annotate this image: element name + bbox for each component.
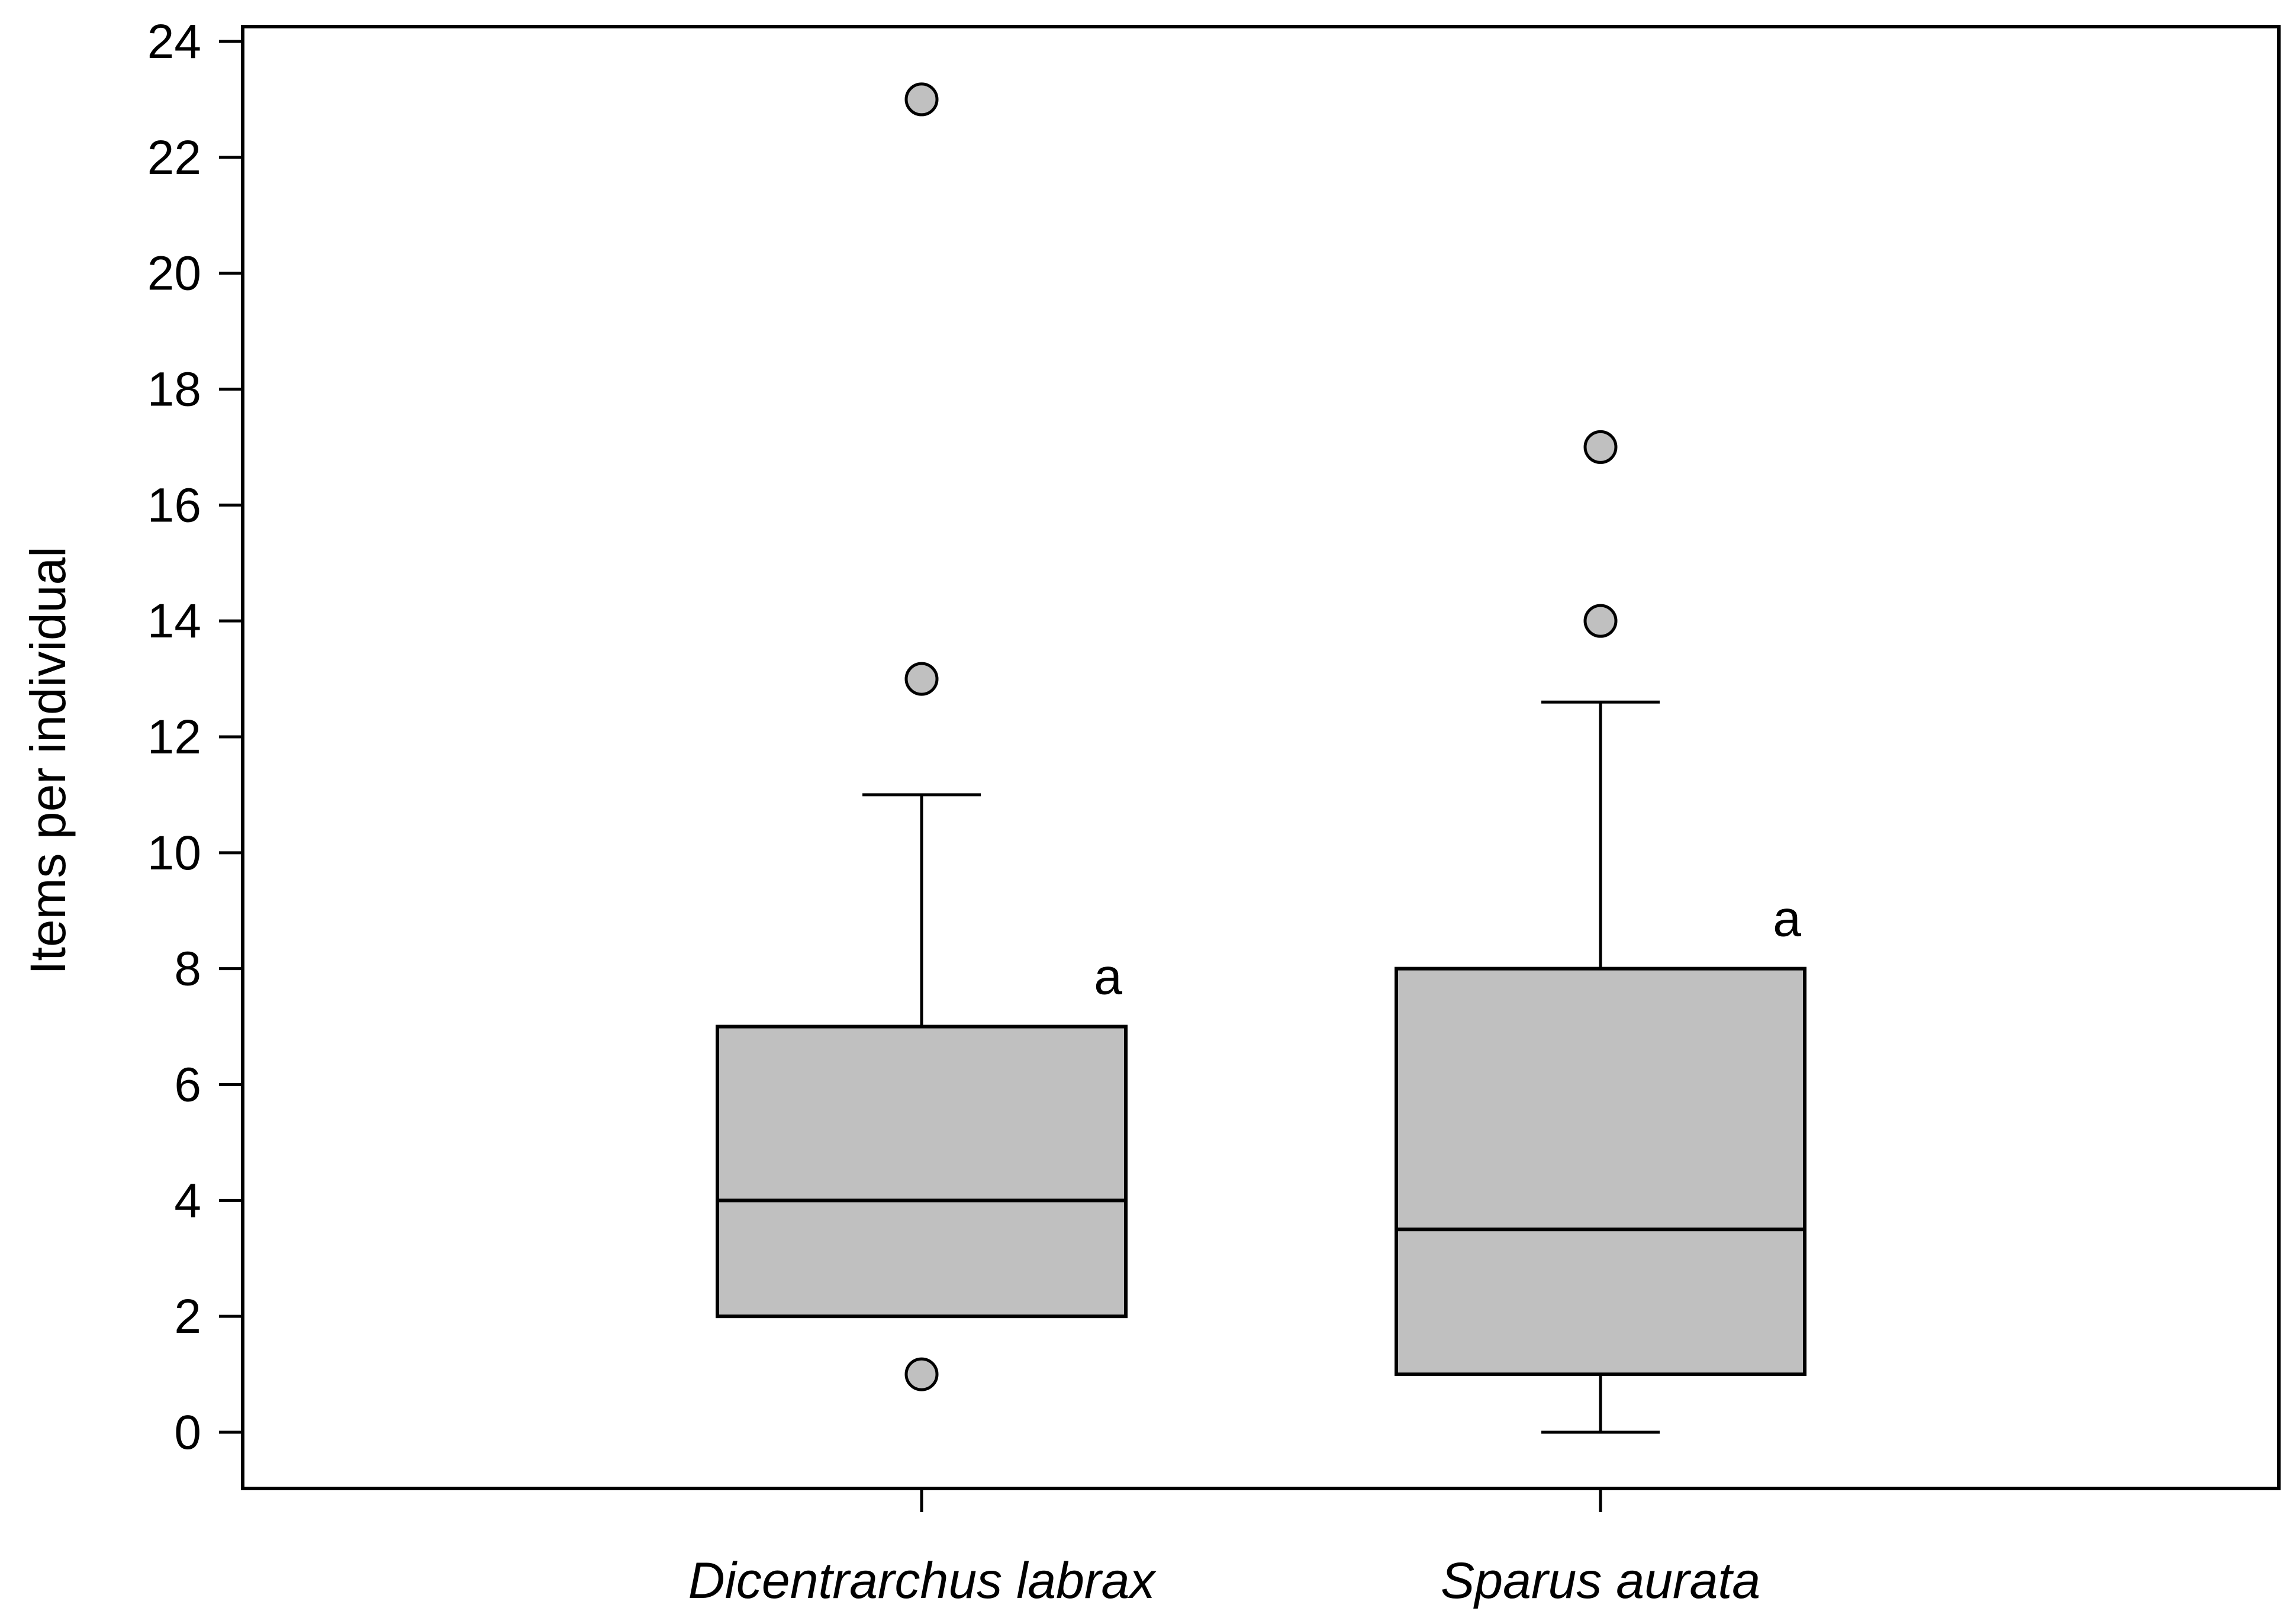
- iqr-box: [716, 1024, 1128, 1319]
- plot-frame: [241, 25, 2281, 1490]
- y-tick-label: 4: [174, 1174, 201, 1227]
- y-tick-label: 22: [147, 131, 201, 185]
- y-tick-label: 12: [147, 710, 201, 764]
- outlier-point: [904, 662, 939, 696]
- y-tick-label: 20: [147, 247, 201, 301]
- x-axis: Dicentrarchus labrax Sparus aurata: [688, 1488, 1760, 1609]
- x-category-label: Sparus aurata: [1441, 1552, 1760, 1609]
- iqr-box: [1395, 966, 1806, 1377]
- y-tick-label: 18: [147, 363, 201, 417]
- y-tick-label: 0: [174, 1406, 201, 1459]
- significance-letter: a: [1773, 891, 1801, 948]
- outlier-point: [904, 82, 939, 117]
- y-tick-label: 16: [147, 478, 201, 532]
- box-group: a: [716, 82, 1128, 1391]
- y-axis-title: Items per individual: [20, 546, 76, 975]
- x-category-label: Dicentrarchus labrax: [688, 1552, 1157, 1609]
- outlier-point: [904, 1357, 939, 1391]
- box-group: a: [1395, 430, 1806, 1434]
- y-tick-label: 14: [147, 594, 201, 648]
- outlier-point: [1583, 604, 1618, 638]
- y-tick-label: 6: [174, 1058, 201, 1112]
- y-tick-label: 10: [147, 826, 201, 880]
- y-tick-label: 2: [174, 1290, 201, 1343]
- y-tick-label: 24: [147, 15, 201, 69]
- significance-letter: a: [1094, 949, 1122, 1006]
- boxes-layer: aa: [716, 82, 1806, 1434]
- outlier-point: [1583, 430, 1618, 464]
- y-tick-label: 8: [174, 942, 201, 996]
